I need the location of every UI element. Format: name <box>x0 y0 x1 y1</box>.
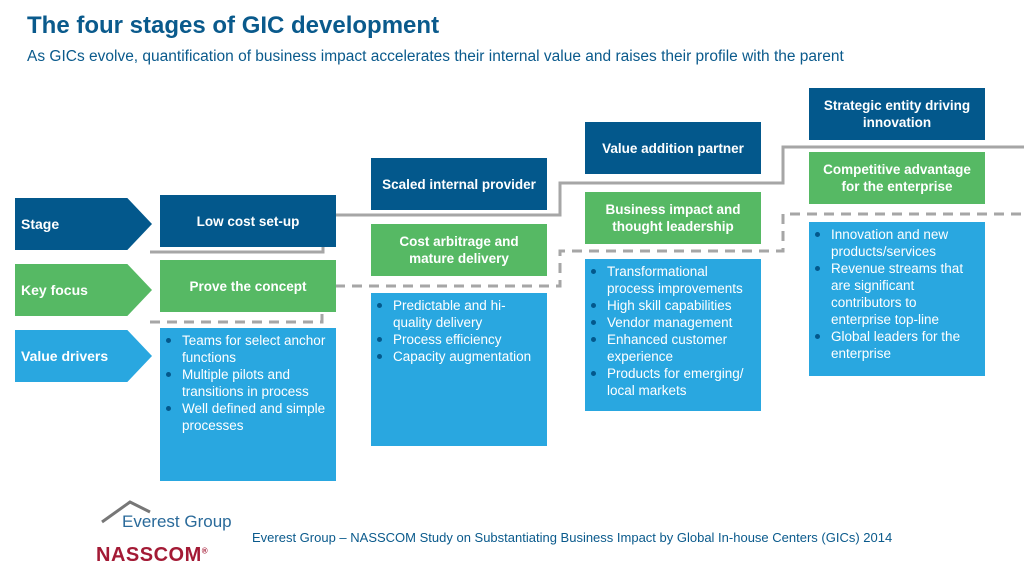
value-driver-item: Innovation and new products/services <box>815 226 979 260</box>
key-focus-box: Prove the concept <box>160 260 336 312</box>
value-driver-item: Vendor management <box>591 314 755 331</box>
value-driver-item: Enhanced customer experience <box>591 331 755 365</box>
value-driver-item: Transformational process improvements <box>591 263 755 297</box>
key-focus-box: Competitive advantage for the enterprise <box>809 152 985 204</box>
stage-box: Value addition partner <box>585 122 761 174</box>
value-driver-item: Products for emerging/ local markets <box>591 365 755 399</box>
row-label-value-drivers: Value drivers <box>15 330 152 382</box>
everest-group-logo: Everest Group <box>101 500 232 532</box>
nasscom-logo: NASSCOM® <box>96 544 209 566</box>
value-driver-item: Process efficiency <box>377 331 541 348</box>
value-driver-item: Teams for select anchor functions <box>166 332 330 366</box>
nasscom-logo-text: NASSCOM <box>96 544 202 566</box>
stage-box: Low cost set-up <box>160 195 336 247</box>
value-driver-item: Predictable and hi-quality delivery <box>377 297 541 331</box>
row-label-stage: Stage <box>15 198 152 250</box>
key-focus-box: Business impact and thought leadership <box>585 192 761 244</box>
value-driver-item: High skill capabilities <box>591 297 755 314</box>
page-title: The four stages of GIC development <box>27 12 440 39</box>
stage-box: Strategic entity driving innovation <box>809 88 985 140</box>
value-drivers-box: Predictable and hi-quality delivery Proce… <box>371 293 547 446</box>
page-subtitle: As GICs evolve, quantification of busine… <box>27 48 844 65</box>
value-driver-item: Well defined and simple processes <box>166 400 330 434</box>
key-focus-box: Cost arbitrage and mature delivery <box>371 224 547 276</box>
value-drivers-box: Transformational process improvements Hig… <box>585 259 761 411</box>
value-driver-item: Multiple pilots and transitions in proce… <box>166 366 330 400</box>
value-driver-item: Global leaders for the enterprise <box>815 328 979 362</box>
value-drivers-box: Teams for select anchor functions Multipl… <box>160 328 336 481</box>
value-drivers-box: Innovation and new products/services Reve… <box>809 222 985 376</box>
everest-logo-text: Everest Group <box>122 512 232 531</box>
mountain-icon <box>101 500 151 524</box>
row-label-key-focus: Key focus <box>15 264 152 316</box>
footer-source: Everest Group – NASSCOM Study on Substan… <box>252 530 893 545</box>
dashed-step-line <box>150 212 1024 324</box>
stage-box: Scaled internal provider <box>371 158 547 210</box>
value-driver-item: Revenue streams that are significant con… <box>815 260 979 328</box>
value-driver-item: Capacity augmentation <box>377 348 541 365</box>
